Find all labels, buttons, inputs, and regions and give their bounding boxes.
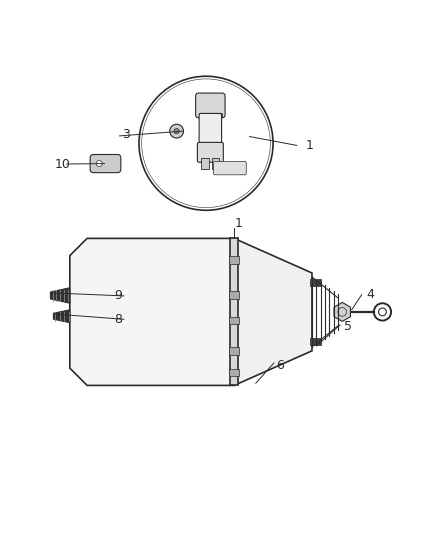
FancyBboxPatch shape bbox=[213, 161, 246, 175]
Bar bbox=[310, 279, 321, 286]
Bar bbox=[229, 368, 239, 376]
Polygon shape bbox=[50, 288, 70, 303]
Text: 6: 6 bbox=[276, 359, 284, 372]
FancyBboxPatch shape bbox=[199, 114, 222, 147]
Bar bbox=[310, 338, 321, 345]
Text: 1: 1 bbox=[234, 217, 242, 230]
FancyBboxPatch shape bbox=[201, 158, 209, 169]
Text: 9: 9 bbox=[114, 289, 122, 302]
Bar bbox=[230, 238, 238, 385]
Polygon shape bbox=[70, 238, 234, 385]
Text: 1: 1 bbox=[305, 139, 313, 152]
Text: 4: 4 bbox=[366, 288, 374, 301]
FancyBboxPatch shape bbox=[90, 155, 121, 173]
Circle shape bbox=[170, 124, 184, 138]
Bar bbox=[229, 256, 239, 264]
Circle shape bbox=[96, 160, 102, 167]
Circle shape bbox=[174, 128, 179, 134]
Bar bbox=[229, 317, 239, 325]
Polygon shape bbox=[234, 238, 312, 385]
Polygon shape bbox=[53, 310, 70, 322]
FancyBboxPatch shape bbox=[196, 93, 225, 118]
Text: 3: 3 bbox=[122, 128, 130, 141]
Text: 10: 10 bbox=[55, 158, 71, 171]
Bar bbox=[229, 290, 239, 298]
Text: 5: 5 bbox=[344, 320, 353, 333]
FancyBboxPatch shape bbox=[198, 142, 223, 162]
Text: 8: 8 bbox=[114, 313, 122, 326]
Bar bbox=[199, 113, 222, 117]
FancyBboxPatch shape bbox=[212, 158, 219, 169]
Polygon shape bbox=[334, 302, 350, 321]
Bar bbox=[229, 347, 239, 355]
